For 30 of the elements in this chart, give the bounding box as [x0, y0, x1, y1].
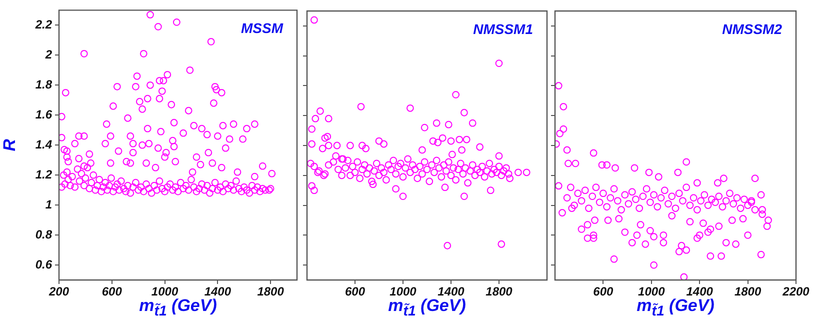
y-tick-label: 2.2 [34, 18, 52, 32]
x-tick-label: 600 [102, 284, 122, 299]
y-axis-title: R [0, 138, 19, 152]
x-tick-label: 1400 [686, 284, 714, 299]
x-tick-label: 1800 [486, 284, 513, 299]
text: MSSM [241, 20, 284, 36]
text: NMSSM2 [722, 20, 782, 37]
x-tick-label: 1000 [638, 284, 666, 299]
x-axis-title: m$_{t̃1}$ (GeV) [139, 296, 217, 320]
x-tick-label: 1000 [390, 284, 417, 299]
x-axis-title: m$_{t̃1}$ (GeV) [388, 296, 466, 320]
y-tick-label: 2 [44, 47, 52, 62]
x-tick-label: 2200 [782, 284, 810, 299]
text: NMSSM1 [473, 20, 534, 37]
x-tick-label: 1800 [257, 284, 284, 299]
x-tick-label: 600 [344, 284, 366, 299]
y-tick-label: 1.4 [35, 137, 52, 152]
y-tick-label: 1.6 [35, 107, 52, 122]
x-tick-label: 1400 [204, 284, 232, 299]
y-tick-label: 0.8 [35, 227, 52, 242]
x-axis-title: m$_{t̃1}$ (GeV) [636, 296, 714, 320]
x-tick-label: 1400 [438, 284, 465, 299]
x-tick-label: 200 [48, 284, 70, 299]
x-tick-label: 600 [593, 284, 614, 299]
y-tick-label: 1 [45, 197, 52, 212]
y-tick-label: 1.2 [35, 167, 52, 182]
y-tick-label: 1.8 [35, 77, 52, 92]
x-tick-label: 1800 [734, 284, 762, 299]
x-tick-label: 1000 [151, 284, 178, 299]
y-tick-label: 0.6 [35, 257, 52, 272]
